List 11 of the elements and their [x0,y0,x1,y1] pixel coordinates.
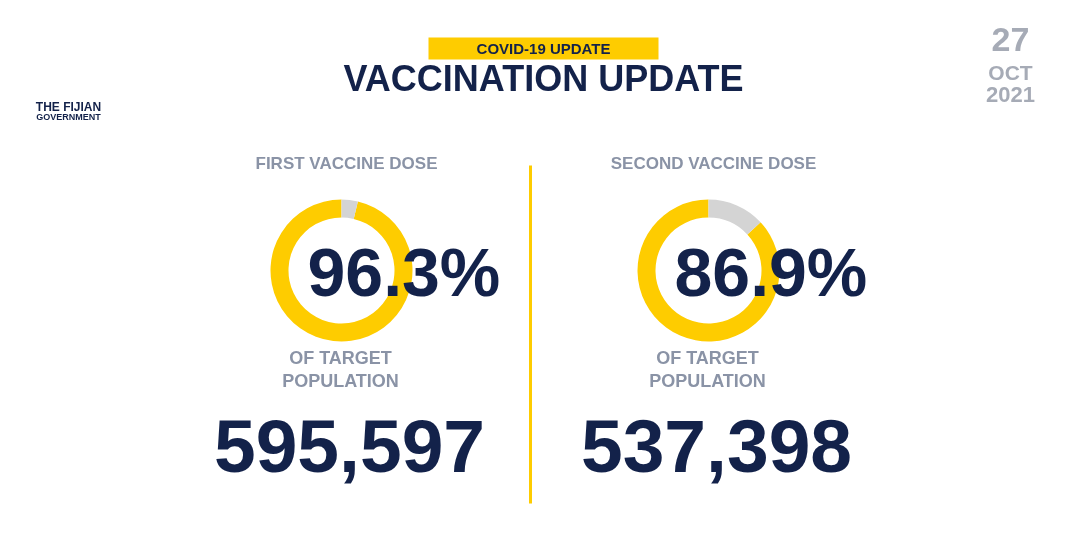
text: 537,398 [580,404,853,488]
chart-title: SECOND VACCINE DOSE [610,153,817,173]
text: THE FIJIAN [35,99,102,114]
text: OF TARGET POPULATION [649,347,766,391]
text: 27 [991,20,1030,59]
text: GOVERNMENT [36,112,102,123]
text: COVID-19 UPDATE [476,40,611,58]
chart-title: FIRST VACCINE DOSE [255,153,438,173]
text: OF TARGET POPULATION [282,347,399,391]
text: VACCINATION UPDATE [343,58,744,100]
text: 595,597 [213,404,486,488]
